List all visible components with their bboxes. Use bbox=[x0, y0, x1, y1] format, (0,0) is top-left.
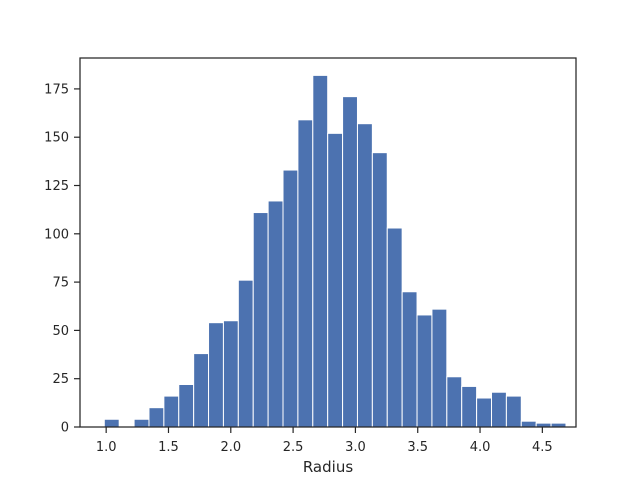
histogram-bar bbox=[312, 74, 329, 428]
histogram-bar bbox=[371, 152, 388, 428]
histogram-bar bbox=[282, 169, 299, 428]
x-tick-label: 3.0 bbox=[345, 440, 366, 455]
y-tick-label: 150 bbox=[44, 131, 69, 146]
histogram-bar bbox=[252, 212, 269, 428]
y-tick-label: 50 bbox=[52, 324, 69, 339]
histogram-bar bbox=[461, 385, 478, 428]
x-tick-label: 2.5 bbox=[283, 440, 304, 455]
bars-group bbox=[103, 74, 567, 428]
x-tick-label: 2.0 bbox=[220, 440, 241, 455]
histogram-bar bbox=[431, 308, 448, 428]
histogram-bar bbox=[327, 132, 344, 428]
histogram-bar bbox=[193, 353, 210, 428]
histogram-bar bbox=[356, 123, 373, 428]
x-tick-label: 4.5 bbox=[532, 440, 553, 455]
y-tick-label: 75 bbox=[52, 276, 69, 291]
histogram-bar bbox=[208, 322, 224, 428]
histogram-bar bbox=[491, 391, 507, 428]
x-ticks-group: 1.0 1.5 2.0 2.5 3.0 3.5 4.0 4.5 bbox=[96, 427, 553, 455]
histogram-bar bbox=[520, 420, 537, 428]
histogram-bar bbox=[237, 279, 254, 428]
histogram-bar bbox=[476, 397, 492, 428]
y-tick-label: 125 bbox=[44, 179, 69, 194]
histogram-bar bbox=[148, 407, 165, 428]
histogram-bar bbox=[297, 119, 314, 428]
histogram-bar bbox=[133, 418, 150, 428]
histogram-bar bbox=[342, 96, 358, 428]
plot-frame bbox=[79, 57, 577, 428]
x-tick-label: 3.5 bbox=[407, 440, 428, 455]
y-tick-label: 0 bbox=[61, 421, 69, 436]
histogram-bar bbox=[222, 320, 239, 428]
x-tick-label: 1.5 bbox=[158, 440, 179, 455]
y-tick-label: 175 bbox=[44, 82, 69, 97]
y-tick-label: 25 bbox=[52, 372, 69, 387]
histogram-bar bbox=[103, 418, 120, 428]
y-ticks-group: 0 25 50 75 100 125 150 175 bbox=[44, 82, 80, 436]
histogram-bar bbox=[267, 200, 284, 428]
histogram-bar bbox=[416, 314, 433, 428]
histogram-bar bbox=[505, 395, 522, 428]
histogram-bar bbox=[401, 291, 418, 428]
y-tick-label: 100 bbox=[44, 227, 69, 242]
histogram-bar bbox=[386, 227, 403, 428]
histogram-bar bbox=[446, 376, 463, 428]
histogram-bar bbox=[178, 384, 195, 428]
x-tick-label: 1.0 bbox=[96, 440, 117, 455]
histogram-bar bbox=[163, 395, 180, 428]
x-tick-label: 4.0 bbox=[470, 440, 491, 455]
x-axis-label: Radius bbox=[303, 458, 353, 476]
